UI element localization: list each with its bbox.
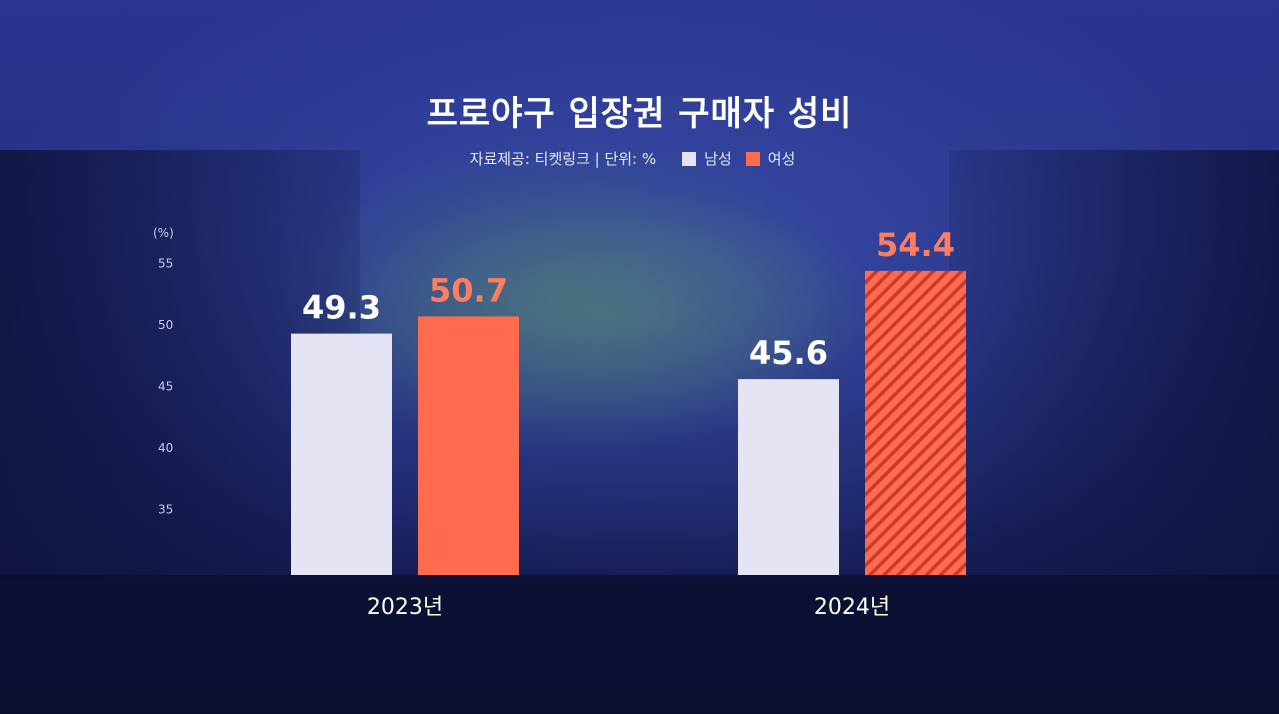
value-label-female-1: 50.7 [429, 271, 508, 309]
bar-male-1 [291, 333, 392, 575]
bar-male-2 [738, 379, 839, 575]
value-label-male-1: 49.3 [302, 289, 381, 327]
bar-female-2 [865, 270, 966, 575]
legend-swatch-female [745, 151, 760, 166]
y-tick-label: 40 [158, 441, 173, 455]
legend-item-male: 남성 [682, 148, 732, 169]
subtitle-row: 자료제공: 티켓링크 | 단위: % 남성 여성 [0, 148, 1279, 169]
legend-item-female: 여성 [745, 148, 796, 169]
value-label-female-2: 54.4 [876, 226, 955, 264]
legend-label-female: 여성 [767, 150, 796, 168]
legend-label-male: 남성 [704, 150, 732, 168]
category-label-1: 2023년 [367, 595, 443, 620]
bar-female-1 [418, 316, 519, 575]
y-tick-label: 45 [158, 380, 173, 394]
value-label-male-2: 45.6 [749, 334, 828, 372]
crowd-right-backdrop [949, 150, 1279, 580]
chart-title: 프로야구 입장권 구매자 성비 [426, 94, 853, 134]
category-band [0, 575, 1279, 714]
y-tick-label: 35 [158, 503, 173, 517]
y-unit-label: (%) [153, 226, 174, 240]
y-tick-label: 50 [158, 318, 173, 332]
legend-swatch-male [682, 151, 697, 166]
source-text: 자료제공: 티켓링크 | 단위: % [469, 150, 657, 168]
y-tick-label: 55 [158, 257, 173, 271]
category-label-2: 2024년 [814, 595, 890, 620]
